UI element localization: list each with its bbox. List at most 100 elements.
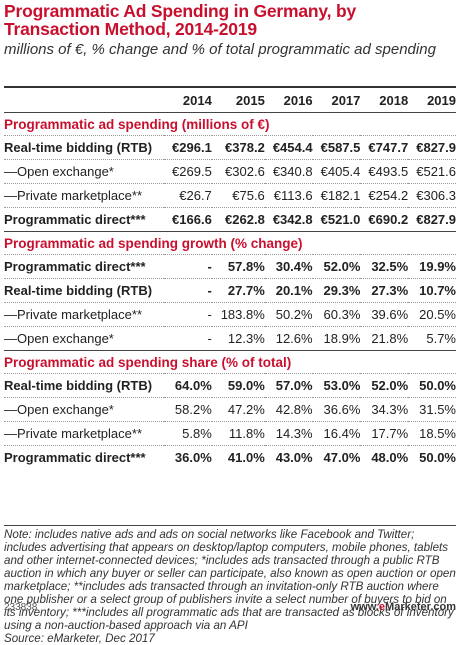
table-cell: €690.2 (360, 207, 409, 232)
section-heading-row: Programmatic ad spending (millions of €) (4, 112, 456, 136)
table-row: Programmatic direct*** €166.6 €262.8 €342.8… (4, 207, 456, 232)
table-cell: 20.5% (408, 302, 456, 327)
year-header: 2016 (283, 92, 313, 108)
table-cell: 5.7% (408, 326, 456, 351)
header-rule (4, 86, 456, 88)
table-cell: 36.0% (164, 445, 212, 469)
table-cell: €254.2 (360, 183, 409, 208)
table-cell: €378.2 (211, 135, 265, 160)
page-title: Programmatic Ad Spending in Germany, by … (4, 1, 356, 39)
page-subtitle: millions of €, % change and % of total p… (4, 41, 436, 58)
table-cell: 19.9% (408, 254, 456, 279)
data-table: 2014 2015 2016 2017 2018 2019 Programmat… (4, 88, 456, 469)
row-label: —Private marketplace** (4, 421, 164, 446)
table-cell: 52.0% (312, 254, 361, 279)
table-cell: €587.5 (312, 135, 361, 160)
brand-prefix: www. (350, 601, 379, 613)
table-cell: €26.7 (164, 183, 212, 208)
table-row: Real-time bidding (RTB) €296.1 €378.2 €454.… (4, 135, 456, 160)
row-label: Real-time bidding (RTB) (4, 135, 164, 160)
section-heading: Programmatic ad spending growth (% chang… (4, 231, 456, 255)
table-cell: €454.4 (264, 135, 313, 160)
table-cell: €747.7 (360, 135, 409, 160)
year-header: 2017 (331, 92, 361, 108)
table-row: —Private marketplace** €26.7 €75.6 €113.6 €1… (4, 183, 456, 208)
row-label: —Open exchange* (4, 159, 164, 184)
year-header: 2015 (235, 92, 265, 108)
table-cell: 30.4% (264, 254, 313, 279)
year-header: 2014 (182, 92, 212, 108)
footnote: Note: includes native ads and ads on soc… (4, 528, 456, 645)
table-cell: 32.5% (360, 254, 409, 279)
table-cell: €493.5 (360, 159, 409, 184)
table-cell: - (164, 326, 212, 351)
table-cell: 10.7% (408, 278, 456, 303)
table-cell: €75.6 (211, 183, 265, 208)
brand-e: e (378, 601, 386, 613)
chart-id: 233838 (4, 602, 38, 613)
table-cell: 16.4% (312, 421, 361, 446)
row-label: Programmatic direct*** (4, 254, 164, 279)
table-cell: 42.8% (264, 397, 313, 422)
table-cell: 50.2% (264, 302, 313, 327)
table-cell: €113.6 (264, 183, 313, 208)
table-cell: 17.7% (360, 421, 409, 446)
emarketer-logo[interactable]: www.eMarketer.com (351, 601, 456, 613)
table-cell: €166.6 (164, 207, 212, 232)
table-row: —Private marketplace** 5.8% 11.8% 14.3% 16.4… (4, 421, 456, 446)
table-row: —Private marketplace** -183.8% 50.2% 60.3% 3… (4, 302, 456, 327)
table-cell: 50.0% (408, 373, 456, 398)
section-heading-row: Programmatic ad spending growth (% chang… (4, 231, 456, 255)
table-cell: €521.0 (312, 207, 361, 232)
table-cell: €296.1 (164, 135, 212, 160)
table-cell: 57.0% (264, 373, 313, 398)
table-cell: 14.3% (264, 421, 313, 446)
table-cell: 53.0% (312, 373, 361, 398)
row-label: —Private marketplace** (4, 183, 164, 208)
table-row: —Open exchange* -12.3% 12.6% 18.9% 21.8% 5.7% (4, 326, 456, 351)
table-cell: 12.6% (264, 326, 313, 351)
table-row: —Open exchange* €269.5 €302.6 €340.8 €405.4 €… (4, 159, 456, 184)
table-cell: 18.9% (312, 326, 361, 351)
table-cell: €340.8 (264, 159, 313, 184)
table-cell: 50.0% (408, 445, 456, 469)
chart-card: Programmatic Ad Spending in Germany, by … (4, 1, 456, 645)
table-cell: 29.3% (312, 278, 361, 303)
table-cell: 20.1% (264, 278, 313, 303)
row-label: Programmatic direct*** (4, 207, 164, 232)
table-cell: 5.8% (164, 421, 212, 446)
row-label: Real-time bidding (RTB) (4, 278, 164, 303)
table-cell: €827.9 (408, 135, 456, 160)
table-cell: 27.3% (360, 278, 409, 303)
table-cell: - (164, 302, 212, 327)
section-heading: Programmatic ad spending share (% of tot… (4, 350, 456, 374)
row-label: —Private marketplace** (4, 302, 164, 327)
table-cell: €405.4 (312, 159, 361, 184)
table-cell: 21.8% (360, 326, 409, 351)
table-cell: €182.1 (312, 183, 361, 208)
table-row: Real-time bidding (RTB) -27.7% 20.1% 29.3% 2… (4, 278, 456, 303)
table-cell: 43.0% (264, 445, 313, 469)
year-header: 2019 (427, 92, 456, 108)
brand-rest: Marketer (385, 601, 431, 613)
row-label: Programmatic direct*** (4, 445, 164, 469)
table-cell: €302.6 (211, 159, 265, 184)
table-cell: €521.6 (408, 159, 456, 184)
table-cell: 47.0% (312, 445, 361, 469)
table-cell: 64.0% (164, 373, 212, 398)
table-cell: 58.2% (164, 397, 212, 422)
table-cell: 31.5% (408, 397, 456, 422)
table-cell: €306.3 (408, 183, 456, 208)
table-cell: 36.6% (312, 397, 361, 422)
table-row: Real-time bidding (RTB) 64.0% 59.0% 57.0% 53… (4, 373, 456, 398)
table-cell: 47.2% (211, 397, 265, 422)
row-label: —Open exchange* (4, 397, 164, 422)
table-cell: - (164, 254, 212, 279)
table-cell: €827.9 (408, 207, 456, 232)
year-header-row: 2014 2015 2016 2017 2018 2019 (4, 88, 456, 113)
brand-suffix: .com (430, 601, 456, 613)
table-cell: 59.0% (211, 373, 265, 398)
note-divider (4, 525, 456, 526)
table-cell: €262.8 (211, 207, 265, 232)
row-label: Real-time bidding (RTB) (4, 373, 164, 398)
